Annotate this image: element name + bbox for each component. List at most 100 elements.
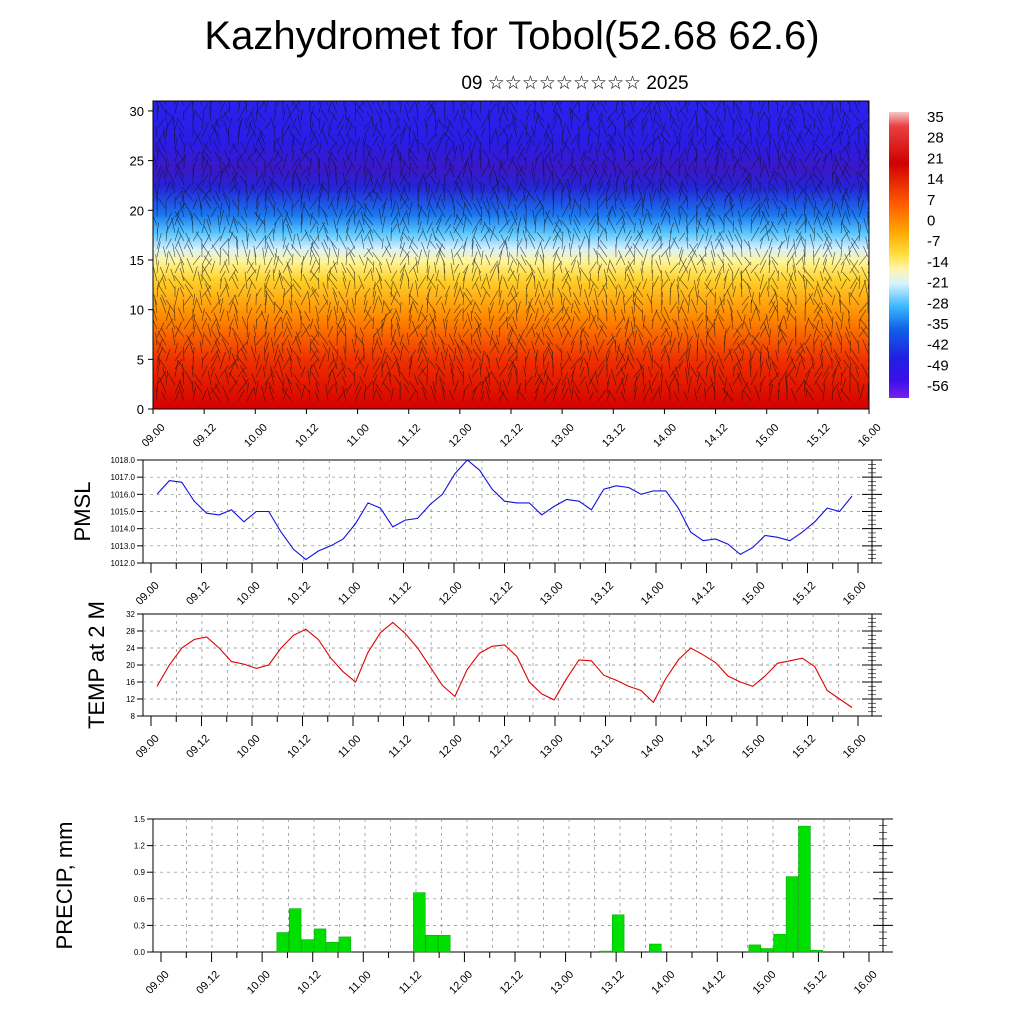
colorbar-label: 35 (927, 109, 944, 126)
colorbar-label: 14 (927, 171, 944, 188)
precip-bar (773, 934, 786, 953)
y-tick-label: 15 (130, 253, 144, 268)
precip-bar (313, 928, 327, 953)
colorbar-label: -35 (927, 316, 949, 333)
colorbar-label: 21 (927, 150, 944, 167)
precip-bar (326, 941, 339, 953)
y-tick-label: 30 (130, 104, 144, 119)
y-tick-label: 10 (130, 303, 144, 318)
y-tick-label: 24 (126, 644, 135, 653)
precip-bar (438, 934, 451, 953)
x-tick-label: 11.12 (397, 969, 424, 996)
x-tick-label: 15.12 (790, 580, 818, 608)
y-tick-label: 12 (126, 695, 135, 704)
y-tick-label: 1015.0 (111, 508, 136, 517)
y-tick-label: 1016.0 (111, 490, 136, 499)
colorbar-gradient (889, 112, 909, 398)
colorbar-label: -42 (927, 337, 949, 354)
colorbar-label: -14 (927, 254, 949, 271)
x-tick-label: 09.12 (191, 422, 219, 450)
x-tick-label: 13.12 (588, 580, 616, 608)
x-tick-label: 14.12 (700, 969, 728, 997)
y-axis-title: TEMP at 2 M (84, 601, 109, 729)
x-tick-label: 09.00 (140, 422, 168, 450)
x-tick-label: 13.00 (548, 969, 576, 997)
x-tick-label: 09.12 (184, 580, 212, 608)
x-tick-label: 10.00 (242, 422, 270, 450)
y-tick-label: 0.0 (134, 948, 146, 957)
colorbar-label: 28 (927, 130, 944, 147)
y-tick-label: 1018.0 (111, 456, 136, 465)
wind-vectors (153, 101, 869, 402)
x-tick-label: 10.00 (235, 580, 263, 608)
pmsl-panel: 1012.0 1013.0 1014.0 1015.0 1016.0 1017.0 1018… (70, 456, 882, 608)
x-tick-label: 14.12 (689, 580, 717, 608)
precip-bar (649, 943, 662, 953)
y-tick-label: 5 (137, 352, 144, 367)
x-tick-label: 09.12 (194, 969, 222, 997)
x-tick-label: 11.00 (345, 422, 372, 449)
x-tick-label: 10.12 (293, 422, 321, 450)
x-tick-label: 16.00 (841, 733, 869, 761)
x-tick-label: 10.00 (245, 969, 273, 997)
precip-bar (748, 944, 761, 953)
y-axis-title: PMSL (70, 482, 95, 542)
grid-lines (153, 819, 883, 952)
colorbar-label: 7 (927, 192, 935, 209)
x-tick-label: 14.12 (702, 422, 730, 450)
x-tick-label: 12.00 (447, 422, 475, 450)
x-tick-label: 14.00 (649, 969, 677, 997)
y-tick-label: 20 (130, 203, 144, 218)
x-tick-label: 16.00 (852, 969, 880, 997)
x-tick-label: 09.12 (184, 733, 212, 761)
x-tick-label: 12.12 (487, 580, 515, 608)
y-tick-label: 32 (126, 610, 135, 619)
y-tick-label: 1013.0 (111, 542, 136, 551)
colorbar-label: 0 (927, 213, 935, 230)
temp-series-line (156, 621, 853, 708)
precip-bar (425, 934, 438, 953)
precip-bar (611, 914, 625, 953)
precip-bar (760, 948, 774, 953)
x-tick-label: 10.12 (285, 733, 313, 761)
x-tick-label: 15.12 (805, 422, 833, 450)
x-tick-label: 11.12 (396, 422, 423, 449)
y-tick-label: 8 (131, 712, 136, 721)
y-tick-label: 25 (130, 154, 144, 169)
precip-panel: 0.0 0.3 0.6 0.9 1.2 1.5 09.00 09.12 10.00 10.12 11… (52, 815, 893, 997)
x-tick-label: 12.00 (437, 733, 465, 761)
y-tick-label: 1012.0 (111, 559, 136, 568)
y-tick-label: 0 (137, 402, 144, 417)
precip-bar (301, 939, 314, 953)
x-tick-label: 15.00 (740, 580, 768, 608)
precip-bar (785, 876, 799, 953)
x-tick-label: 13.00 (538, 580, 566, 608)
x-tick-label: 11.12 (387, 733, 414, 760)
x-tick-label: 13.00 (538, 733, 566, 761)
x-tick-label: 12.12 (498, 422, 526, 450)
x-tick-label: 14.12 (689, 733, 717, 761)
x-tick-label: 11.00 (346, 969, 373, 996)
y-tick-label: 20 (126, 661, 135, 670)
temp-panel: 8 12 16 20 24 28 32 09.00 09.12 10.00 10.12 11.00 11… (84, 601, 882, 761)
precip-bar (413, 892, 426, 953)
precip-bar (288, 908, 302, 953)
precip-bar (276, 932, 289, 953)
colorbar-label: -21 (927, 275, 949, 292)
x-tick-label: 15.00 (740, 733, 768, 761)
x-tick-label: 10.12 (285, 580, 313, 608)
y-tick-label: 0.3 (134, 921, 146, 930)
x-tick-label: 15.00 (751, 969, 779, 997)
precip-bar (810, 949, 824, 953)
x-tick-label: 15.00 (753, 422, 781, 450)
x-tick-label: 12.00 (437, 580, 465, 608)
x-tick-label: 15.12 (790, 733, 818, 761)
chart-title: Kazhydromet for Tobol(52.68 62.6) (204, 14, 820, 58)
precip-bar (338, 936, 352, 953)
colorbar: 35 28 21 14 7 0 -7 -14 -21 -28 -35 -42 -49 -56 (889, 109, 949, 398)
y-tick-label: 1.2 (134, 842, 146, 851)
colorbar-label: -49 (927, 357, 949, 374)
y-tick-label: 1014.0 (111, 525, 136, 534)
x-tick-label: 11.12 (387, 580, 414, 607)
